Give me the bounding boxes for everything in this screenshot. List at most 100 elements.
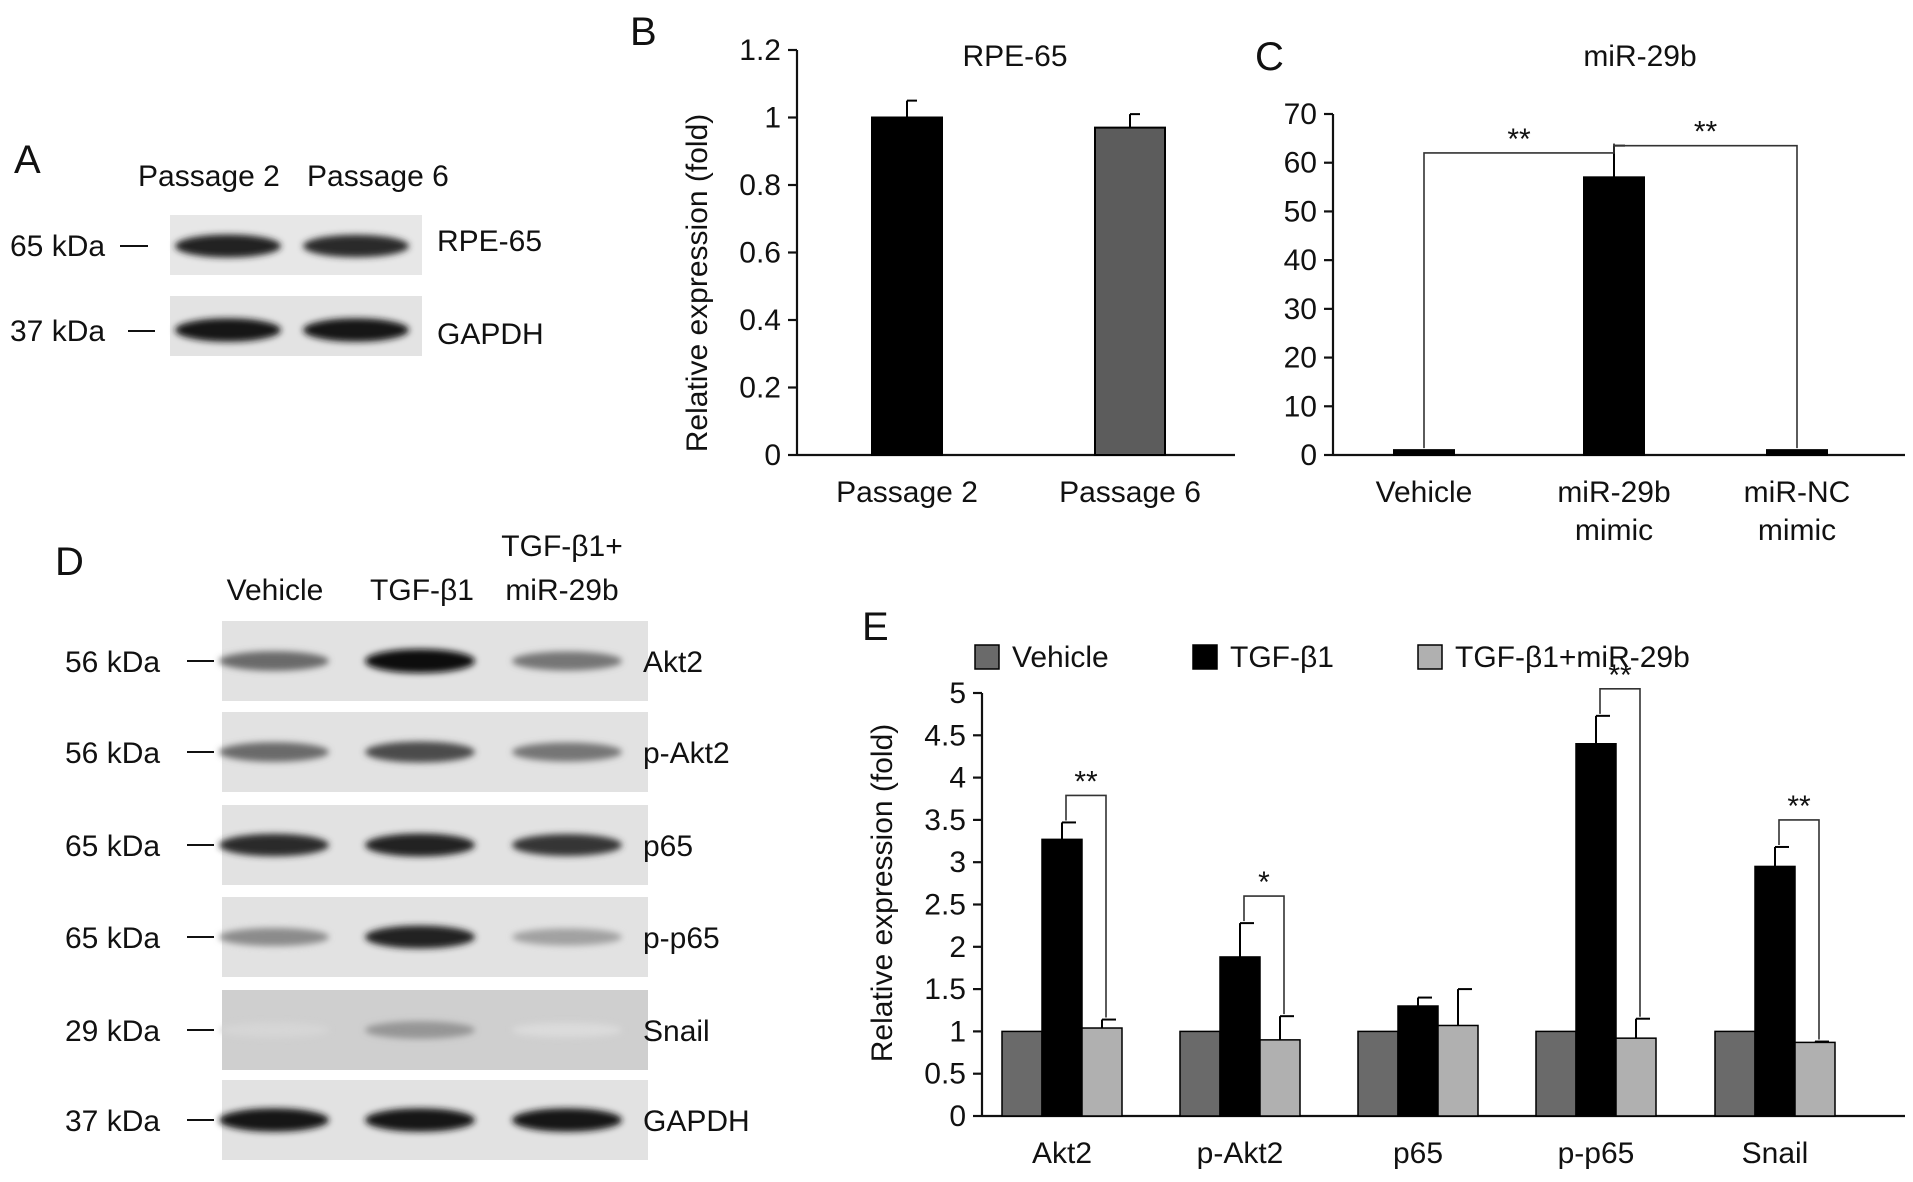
marker-d-gapdh-5: 37 kDa	[65, 1105, 160, 1138]
chart-2-y-tick-label-10: 5	[949, 677, 966, 710]
chart-e-bar-0-0	[1001, 1030, 1043, 1117]
band-d-gapdh-lane-1	[219, 1108, 329, 1132]
protein-d-p-akt2-1: p-Akt2	[643, 737, 730, 770]
chart-c-x-tick-label-1: miR-29b	[1557, 476, 1670, 509]
chart-e-bar-1-2	[1259, 1039, 1301, 1117]
panel-c: C miR-29b 0 10 20 30 40 50 60 70 Vehicle miR-29b m…	[1255, 35, 1905, 547]
chart-c-x-tick-label-0: Vehicle	[1376, 476, 1473, 509]
chart-e-significance-label-2: **	[1608, 659, 1632, 692]
panel-a: A Passage 2 Passage 6 65 kDa 37 kDa RPE-…	[10, 138, 544, 356]
chart-1-y-tick-label-2: 20	[1284, 342, 1317, 375]
marker-d-akt2-0: 56 kDa	[65, 646, 160, 679]
band-d-p-p65-lane-1	[219, 928, 329, 946]
chart-e-x-tick-label-4: Snail	[1742, 1137, 1809, 1170]
chart-e-significance-label-1: *	[1258, 866, 1270, 899]
chart-0-y-tick-label-5: 1	[764, 102, 781, 135]
band-a-gapdh-lane-2	[303, 318, 409, 342]
chart-e-x-tick-label-0: Akt2	[1032, 1137, 1092, 1170]
band-d-p-akt2-lane-2	[365, 741, 475, 763]
chart-e-x-tick-label-1: p-Akt2	[1197, 1137, 1284, 1170]
chart-e-bar-3-1	[1575, 743, 1617, 1117]
chart-c-title: miR-29b	[1583, 40, 1696, 73]
chart-b-y-axis-label: Relative expression (fold)	[681, 114, 714, 452]
panel-a-lane-label-1: Passage 2	[138, 160, 280, 193]
chart-c-bar-2	[1766, 449, 1828, 456]
chart-e-legend-label-1: TGF-β1	[1230, 641, 1334, 674]
chart-2-y-tick-label-8: 4	[949, 762, 966, 795]
chart-0-y-tick-label-6: 1.2	[739, 34, 781, 67]
chart-2-y-tick-label-1: 0.5	[924, 1058, 966, 1091]
protein-d-p65-2: p65	[643, 830, 693, 863]
chart-e-bar-3-0	[1535, 1030, 1577, 1117]
chart-2-y-tick-label-7: 3.5	[924, 804, 966, 837]
chart-b-bar-1	[1094, 126, 1166, 456]
chart-0-y-tick-label-4: 0.8	[739, 169, 781, 202]
band-a-gapdh-lane-1	[175, 318, 281, 342]
chart-e-bar-1-0	[1179, 1030, 1221, 1117]
band-a-rpe-65-lane-1	[175, 234, 281, 258]
chart-e-significance-bracket-1	[1243, 895, 1285, 1015]
panel-a-letter: A	[14, 138, 41, 182]
chart-e-bar-1-1	[1219, 956, 1261, 1117]
chart-b-title: RPE-65	[962, 40, 1067, 73]
panel-c-letter: C	[1255, 35, 1284, 79]
panel-d-letter: D	[55, 540, 84, 584]
chart-e-x-tick-label-2: p65	[1393, 1137, 1443, 1170]
marker-a-65kda: 65 kDa	[10, 230, 105, 263]
chart-e-bar-2-1	[1397, 1005, 1439, 1117]
chart-e-legend-label-0: Vehicle	[1012, 641, 1109, 674]
chart-c-significance-bracket-1	[1613, 143, 1798, 449]
chart-e-legend-swatch-2	[1417, 644, 1443, 670]
marker-d-p-akt2-1: 56 kDa	[65, 737, 160, 770]
band-d-snail-lane-2	[365, 1021, 475, 1039]
band-d-gapdh-lane-2	[365, 1108, 475, 1132]
chart-e-bar-4-0	[1714, 1030, 1756, 1117]
chart-0-y-tick-label-1: 0.2	[739, 372, 781, 405]
band-a-rpe-65-lane-2	[303, 234, 409, 258]
chart-b-bar-0	[871, 116, 943, 456]
band-d-p-p65-lane-3	[512, 928, 622, 946]
panel-e-letter: E	[862, 605, 889, 649]
band-d-p65-lane-3	[512, 834, 622, 856]
panel-d: D Vehicle TGF-β1 TGF-β1+ miR-29b 56 kDa A…	[55, 530, 750, 1160]
chart-e-significance-label-0: **	[1074, 765, 1098, 798]
chart-c-x-tick-label-2: miR-NC	[1744, 476, 1851, 509]
chart-c-x-tick-label-line2-2: mimic	[1758, 514, 1836, 547]
panel-d-lane-label-3a: TGF-β1+	[501, 530, 622, 563]
chart-b-x-tick-label-1: Passage 6	[1059, 476, 1201, 509]
chart-e-legend-swatch-1	[1192, 644, 1218, 670]
chart-e-bar-4-2	[1794, 1041, 1836, 1117]
protein-a-gapdh: GAPDH	[437, 318, 544, 351]
chart-1-y-tick-label-1: 10	[1284, 390, 1317, 423]
chart-e-legend-swatch-0	[974, 644, 1000, 670]
chart-2-y-tick-label-0: 0	[949, 1100, 966, 1133]
protein-d-snail-4: Snail	[643, 1015, 710, 1048]
chart-2-y-tick-label-5: 2.5	[924, 889, 966, 922]
panel-d-lane-label-3b: miR-29b	[505, 574, 618, 607]
chart-c-significance-bracket-0	[1423, 143, 1615, 449]
band-d-p65-lane-1	[219, 833, 329, 857]
chart-e-significance-bracket-3	[1778, 819, 1820, 1040]
protein-a-rpe65: RPE-65	[437, 225, 542, 258]
band-d-akt2-lane-3	[512, 651, 622, 671]
chart-e-bar-4-1	[1754, 865, 1796, 1117]
chart-1-y-tick-label-3: 30	[1284, 293, 1317, 326]
protein-d-akt2-0: Akt2	[643, 646, 703, 679]
chart-c-significance-label-0: **	[1507, 123, 1531, 156]
marker-d-p-p65-3: 65 kDa	[65, 922, 160, 955]
chart-1-y-tick-label-4: 40	[1284, 244, 1317, 277]
panel-d-lane-label-2: TGF-β1	[370, 574, 474, 607]
chart-e-bar-2-2	[1437, 1024, 1479, 1117]
band-d-snail-lane-3	[512, 1022, 622, 1038]
band-d-akt2-lane-2	[365, 649, 475, 673]
chart-1-y-tick-label-5: 50	[1284, 195, 1317, 228]
panel-d-lane-label-1: Vehicle	[227, 574, 324, 607]
marker-a-37kda: 37 kDa	[10, 315, 105, 348]
panel-b-letter: B	[630, 10, 657, 54]
protein-d-p-p65-3: p-p65	[643, 922, 720, 955]
chart-e-y-axis-label: Relative expression (fold)	[866, 724, 899, 1062]
band-d-p-p65-lane-2	[365, 925, 475, 949]
chart-e-significance-label-3: **	[1787, 790, 1811, 823]
chart-2-y-tick-label-4: 2	[949, 931, 966, 964]
